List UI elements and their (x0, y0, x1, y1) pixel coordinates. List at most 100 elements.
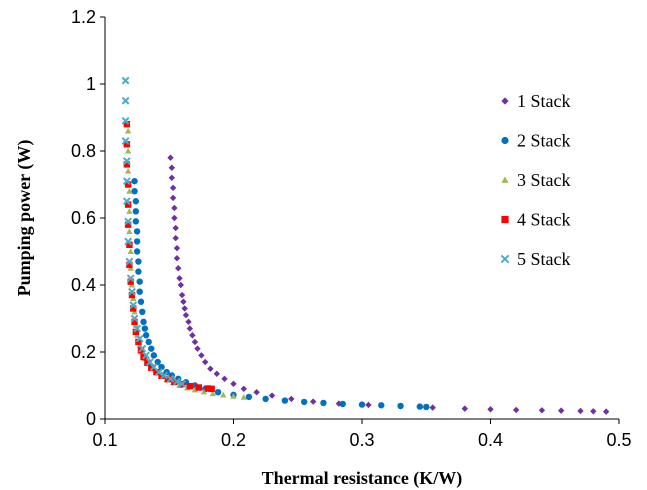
data-point (191, 386, 199, 393)
data-point (153, 368, 160, 376)
data-point (124, 237, 133, 246)
data-point (358, 401, 366, 408)
data-point (131, 188, 138, 195)
data-point (461, 405, 468, 412)
data-point (130, 305, 137, 312)
x-marker-stroke (149, 363, 158, 371)
y-tick-label: 1.2 (71, 7, 96, 27)
data-point (320, 399, 327, 407)
axes (100, 16, 620, 424)
data-point (137, 298, 145, 305)
x-marker-stroke (129, 301, 138, 310)
data-point (416, 403, 424, 410)
data-point (133, 324, 142, 333)
y-tick-label: 0.8 (71, 141, 96, 161)
data-point (129, 301, 138, 310)
x-tick-label: 0.2 (221, 430, 246, 450)
data-point (173, 244, 181, 252)
data-point (186, 325, 194, 332)
data-point (121, 116, 130, 125)
data-point (132, 218, 140, 225)
legend-label: 5 Stack (517, 249, 571, 269)
data-point (181, 305, 188, 312)
x-marker-stroke (135, 334, 144, 343)
data-point (167, 154, 174, 161)
data-point (164, 375, 172, 383)
data-point (281, 397, 289, 404)
data-point (397, 402, 404, 410)
data-point (300, 398, 308, 406)
data-point (132, 328, 140, 336)
data-point (145, 338, 152, 346)
data-point (132, 198, 140, 205)
data-point (557, 407, 565, 414)
data-point (123, 121, 131, 128)
x-marker-stroke (166, 374, 175, 383)
data-point (171, 204, 178, 212)
data-point (124, 127, 132, 134)
data-point (123, 161, 131, 168)
data-point (127, 248, 134, 255)
data-point (142, 351, 151, 360)
data-point (173, 255, 181, 262)
x-marker-stroke (121, 76, 130, 85)
x-marker-stroke (122, 157, 131, 165)
x-marker-stroke (122, 177, 131, 186)
data-point (198, 352, 205, 359)
data-point (125, 257, 134, 266)
legend-marker (501, 215, 509, 224)
data-point (202, 358, 209, 366)
data-point (513, 406, 520, 414)
series-1 (167, 154, 610, 415)
data-point (168, 164, 176, 171)
legend-label: 4 Stack (517, 210, 571, 230)
data-point (135, 338, 142, 346)
data-point (253, 389, 260, 396)
legend-marker (501, 97, 509, 105)
data-point (208, 385, 215, 393)
y-tick-label: 0.2 (71, 342, 96, 362)
data-point (148, 364, 155, 371)
y-tick-label: 1 (86, 74, 96, 94)
data-point (171, 214, 178, 222)
x-tick-label: 0.4 (478, 430, 503, 450)
data-point (135, 268, 142, 275)
x-marker-stroke (128, 287, 136, 296)
data-point (214, 389, 222, 396)
data-point (139, 308, 146, 315)
data-point (123, 141, 131, 148)
data-point (127, 278, 134, 285)
data-point (131, 177, 138, 185)
data-point (195, 384, 203, 391)
data-point (150, 352, 158, 359)
x-tick-label: 0.5 (606, 430, 631, 450)
data-point (144, 359, 151, 366)
data-point (128, 291, 136, 299)
x-marker-stroke (133, 324, 142, 333)
tick-labels: 0 0.2 0.4 0.6 0.8 1 1.2 0.1 0.2 0.3 0.4 0.5 (71, 7, 632, 450)
data-point (288, 395, 295, 403)
data-point (131, 318, 138, 326)
y-tick-label: 0.4 (71, 275, 96, 295)
data-point (245, 393, 253, 401)
data-point (124, 147, 132, 154)
data-point (126, 228, 133, 234)
legend: 1 Stack 2 Stack 3 Stack 4 Stack 5 Stack (500, 91, 571, 269)
data-point (207, 365, 214, 372)
data-point (132, 208, 140, 215)
data-point (141, 325, 149, 332)
legend-label: 3 Stack (517, 170, 571, 190)
data-point (268, 392, 276, 399)
data-point (126, 208, 133, 214)
legend-marker (501, 136, 509, 145)
data-point (577, 407, 584, 415)
data-point (189, 332, 196, 339)
data-point (221, 375, 228, 382)
data-point (175, 265, 182, 272)
data-point (168, 174, 176, 181)
x-marker-stroke (155, 368, 163, 377)
data-point (423, 403, 430, 411)
data-point (133, 238, 141, 245)
